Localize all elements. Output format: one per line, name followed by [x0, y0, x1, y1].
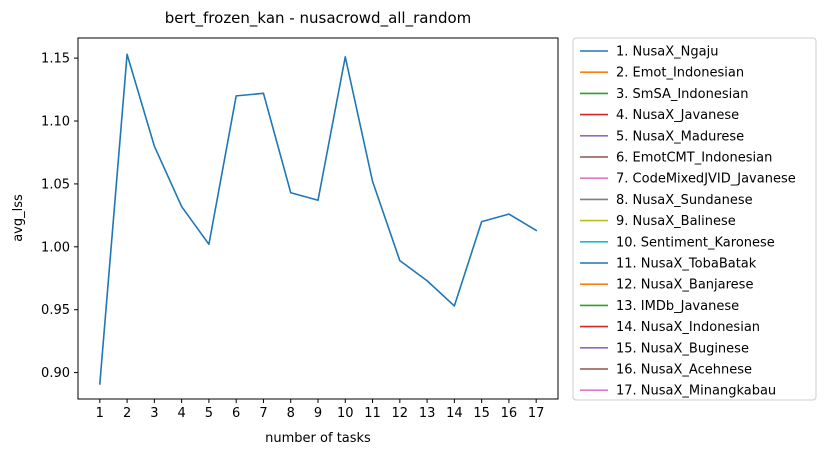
legend-label: 13. IMDb_Javanese — [616, 299, 739, 314]
chart-title: bert_frozen_kan - nusacrowd_all_random — [165, 9, 472, 28]
y-tick-label: 1.00 — [41, 240, 70, 255]
x-tick-label: 7 — [259, 406, 267, 421]
y-tick-label: 1.05 — [41, 177, 70, 192]
x-tick-label: 3 — [150, 406, 158, 421]
x-tick-label: 9 — [314, 406, 322, 421]
legend-label: 8. NusaX_Sundanese — [616, 193, 753, 208]
legend-label: 17. NusaX_Minangkabau — [616, 384, 776, 399]
legend-label: 6. EmotCMT_Indonesian — [616, 151, 772, 166]
x-tick-label: 6 — [232, 406, 240, 421]
x-tick-label: 10 — [337, 406, 354, 421]
x-tick-label: 4 — [177, 406, 185, 421]
y-tick-label: 0.95 — [41, 303, 70, 318]
x-tick-label: 13 — [419, 406, 436, 421]
x-tick-label: 11 — [364, 406, 381, 421]
legend-label: 11. NusaX_TobaBatak — [616, 257, 757, 272]
plot-frame — [77, 37, 559, 400]
legend-label: 2. Emot_Indonesian — [616, 66, 744, 81]
x-tick-label: 2 — [123, 406, 131, 421]
series-line — [98, 53, 538, 385]
legend-label: 12. NusaX_Banjarese — [616, 278, 753, 293]
y-tick-label: 0.90 — [41, 366, 70, 381]
legend-label: 3. SmSA_Indonesian — [616, 87, 748, 102]
x-tick-label: 17 — [528, 406, 545, 421]
x-tick-label: 14 — [446, 406, 463, 421]
plot-area: 1 2 3 4 5 6 7 8 9 10 11 12 13 14 15 16 17 0.900.951.001.… — [41, 37, 559, 421]
y-tick-label: 1.15 — [41, 52, 70, 67]
x-tick-label: 1 — [96, 406, 104, 421]
legend-frame — [572, 37, 817, 401]
x-axis: 1 2 3 4 5 6 7 8 9 10 11 12 13 14 15 16 17 — [96, 399, 545, 421]
legend-label: 5. NusaX_Madurese — [616, 129, 744, 144]
y-axis: 0.90 0.95 1.00 1.05 1.10 1.15 — [41, 52, 78, 381]
legend: 1. NusaX_Ngaju 2. Emot_Indonesian 3. SmSA_… — [572, 37, 817, 401]
legend-label: 1. NusaX_Ngaju — [616, 45, 718, 60]
y-axis-label: avg_lss — [11, 194, 26, 242]
x-tick-label: 5 — [205, 406, 213, 421]
legend-label: 15. NusaX_Buginese — [616, 341, 749, 356]
x-tick-label: 8 — [287, 406, 295, 421]
legend-label: 16. NusaX_Acehnese — [616, 363, 752, 378]
series-layer — [98, 53, 538, 385]
y-tick-label: 1.10 — [41, 115, 70, 130]
x-tick-label: 12 — [392, 406, 409, 421]
legend-label: 14. NusaX_Indonesian — [616, 320, 760, 335]
legend-label: 4. NusaX_Javanese — [616, 108, 739, 123]
legend-label: 9. NusaX_Balinese — [616, 214, 736, 229]
x-tick-label: 16 — [501, 406, 518, 421]
legend-label: 7. CodeMixedJVID_Javanese — [616, 172, 796, 187]
x-tick-label: 15 — [473, 406, 490, 421]
x-axis-label: number of tasks — [265, 431, 371, 446]
legend-label: 10. Sentiment_Karonese — [616, 235, 775, 250]
